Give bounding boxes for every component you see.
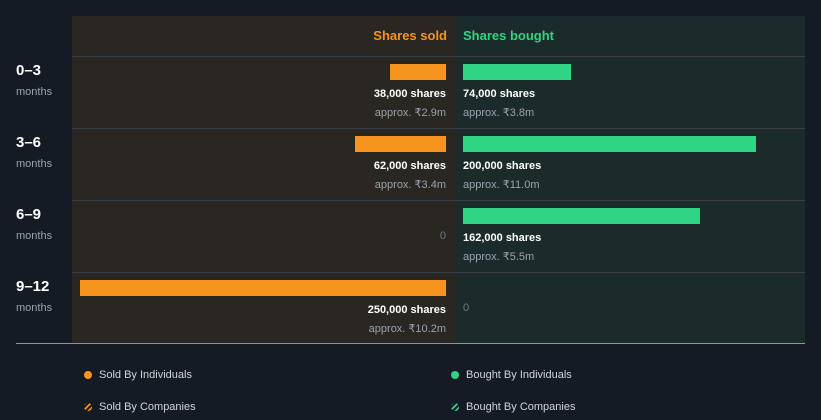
axis-line xyxy=(16,343,805,344)
bought-zero-label: 0 xyxy=(463,302,470,314)
legend-sold-individuals: Sold By Individuals xyxy=(84,369,192,381)
row-separator xyxy=(72,128,805,129)
green-dot-icon xyxy=(451,371,459,379)
sold-shares-label: 38,000 shares xyxy=(373,88,446,100)
bought-bar xyxy=(463,208,701,224)
row-separator xyxy=(72,56,805,57)
sold-approx-label: approx. ₹3.4m xyxy=(374,179,446,191)
legend-label: Bought By Individuals xyxy=(466,369,572,381)
bought-shares-label: 200,000 shares xyxy=(463,160,542,172)
period-label: 6–9 xyxy=(16,206,42,223)
sold-bar xyxy=(355,136,446,152)
legend-label: Bought By Companies xyxy=(466,401,576,413)
period-unit: months xyxy=(16,230,53,242)
legend-label: Sold By Individuals xyxy=(99,369,192,381)
period-label: 0–3 xyxy=(16,62,42,79)
sold-approx-label: approx. ₹10.2m xyxy=(368,323,446,335)
bought-shares-label: 162,000 shares xyxy=(463,232,542,244)
bought-bar xyxy=(463,64,572,80)
period-label: 9–12 xyxy=(16,278,50,295)
sold-shares-label: 62,000 shares xyxy=(373,160,446,172)
legend-sold-companies: Sold By Companies xyxy=(84,401,196,413)
bought-approx-label: approx. ₹5.5m xyxy=(463,251,535,263)
legend-bought-individuals: Bought By Individuals xyxy=(451,369,572,381)
header-shares-bought: Shares bought xyxy=(463,28,555,43)
sold-bar xyxy=(390,64,446,80)
bought-approx-label: approx. ₹11.0m xyxy=(463,179,540,191)
sold-bar xyxy=(80,280,446,296)
orange-hatched-dot-icon xyxy=(84,403,92,411)
sold-shares-label: 250,000 shares xyxy=(367,304,446,316)
header-shares-sold: Shares sold xyxy=(373,28,447,43)
green-hatched-dot-icon xyxy=(451,403,459,411)
legend-label: Sold By Companies xyxy=(99,401,196,413)
period-unit: months xyxy=(16,302,53,314)
period-unit: months xyxy=(16,86,53,98)
bought-approx-label: approx. ₹3.8m xyxy=(463,107,535,119)
period-label: 3–6 xyxy=(16,134,42,151)
row-separator xyxy=(72,272,805,273)
bought-shares-label: 74,000 shares xyxy=(463,88,536,100)
sold-approx-label: approx. ₹2.9m xyxy=(374,107,446,119)
orange-dot-icon xyxy=(84,371,92,379)
period-unit: months xyxy=(16,158,53,170)
bought-bar xyxy=(463,136,756,152)
sold-zero-label: 0 xyxy=(439,230,446,242)
row-separator xyxy=(72,200,805,201)
legend-bought-companies: Bought By Companies xyxy=(451,401,575,413)
